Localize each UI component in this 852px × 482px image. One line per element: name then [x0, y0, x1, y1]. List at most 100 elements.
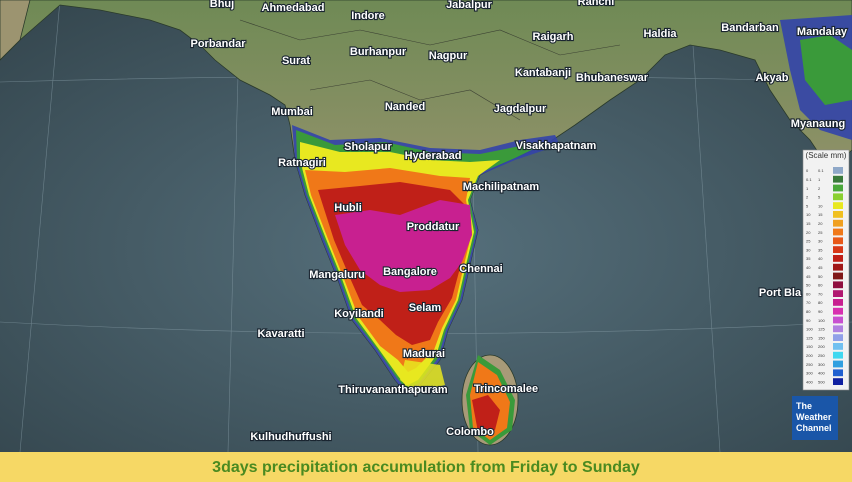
legend-swatch [833, 255, 843, 262]
legend-swatch [833, 246, 843, 253]
legend-from: 20 [806, 230, 811, 235]
city-label: Ratnagiri [278, 157, 326, 169]
legend-from: 25 [806, 239, 811, 244]
city-label: Jagdalpur [494, 103, 547, 115]
city-label: Proddatur [407, 221, 460, 233]
city-label: Visakhapatnam [516, 140, 597, 152]
city-label: Port Bla [759, 287, 802, 299]
logo-text: Channel [796, 423, 832, 433]
logo: The Weather Channel [792, 396, 838, 440]
legend-to: 250 [818, 353, 825, 358]
caption-band [0, 452, 852, 482]
logo-text: Weather [796, 412, 832, 422]
city-label: Hubli [334, 202, 362, 214]
legend-swatch [833, 263, 843, 271]
city-label: Chennai [459, 263, 502, 275]
city-label: Haldia [643, 28, 677, 40]
legend-swatch [833, 167, 843, 174]
legend-to: 5 [818, 195, 821, 200]
legend-from: 40 [806, 265, 811, 270]
city-label: Bhubaneswar [576, 72, 649, 84]
city-label: Sholapur [344, 141, 392, 153]
legend-swatch [833, 281, 843, 289]
legend-from: 300 [806, 371, 813, 376]
legend-from: 90 [806, 318, 811, 323]
legend-to: 0.1 [818, 168, 824, 173]
city-labels: Bhuj Ahmedabad Indore Jabalpur Ranchi Porband… [189, 0, 849, 444]
legend-to: 300 [818, 362, 825, 367]
legend-swatch [833, 175, 843, 183]
legend-to: 50 [818, 274, 823, 279]
city-label: Burhanpur [350, 46, 407, 58]
city-label: Ahmedabad [262, 2, 325, 14]
city-label: Porbandar [190, 38, 246, 50]
city-label: Kavaratti [257, 328, 304, 340]
city-label: Koyilandi [334, 308, 384, 320]
legend-swatch [833, 334, 843, 341]
legend-swatch [833, 290, 843, 297]
precipitation [292, 15, 852, 445]
city-label: Bhuj [210, 0, 234, 10]
city-label: Indore [351, 10, 385, 22]
legend-to: 400 [818, 371, 825, 376]
legend-from: 400 [806, 379, 813, 384]
legend-from: 2 [806, 195, 809, 200]
legend-to: 200 [818, 344, 825, 349]
legend-from: 60 [806, 291, 811, 296]
legend-to: 100 [818, 318, 825, 323]
legend-swatch [833, 193, 843, 201]
legend-to: 30 [818, 239, 823, 244]
city-label: Mumbai [271, 106, 313, 118]
city-label: Thiruvananthapuram [338, 384, 448, 396]
city-label: Jabalpur [446, 0, 493, 11]
city-label: Selam [409, 302, 442, 314]
legend-from: 125 [806, 335, 813, 340]
legend-to: 10 [818, 203, 823, 208]
logo-box [792, 396, 838, 440]
legend-from: 0 [806, 168, 809, 173]
legend-swatch [833, 211, 843, 218]
logo-text: The [796, 401, 812, 411]
city-label: Mangaluru [309, 269, 365, 281]
city-label: Trincomalee [474, 383, 538, 395]
legend-from: 100 [806, 327, 813, 332]
city-label: Ranchi [578, 0, 615, 8]
legend-to: 500 [818, 379, 825, 384]
city-label: Madurai [403, 348, 445, 360]
city-label: Raigarh [533, 31, 574, 43]
legend-swatch [833, 369, 843, 377]
city-label: Machilipatnam [463, 181, 540, 193]
legend-swatch [833, 316, 843, 324]
caption: 3days precipitation accumulation from Fr… [212, 459, 640, 476]
legend-to: 2 [818, 186, 821, 191]
legend-from: 45 [806, 274, 811, 279]
legend-swatch [833, 299, 843, 306]
legend-swatch [833, 378, 843, 385]
land [0, 0, 31, 61]
legend-swatch [833, 360, 843, 368]
legend-from: 5 [806, 203, 809, 208]
city-label: Bangalore [383, 266, 437, 278]
city-label: Nanded [385, 101, 425, 113]
legend-swatch [833, 219, 843, 227]
legend-from: 35 [806, 256, 811, 261]
city-label: Hyderabad [405, 150, 462, 162]
legend-from: 50 [806, 283, 811, 288]
legend-from: 10 [806, 212, 811, 217]
legend-from: 1 [806, 186, 809, 191]
legend-to: 60 [818, 283, 823, 288]
legend-to: 1 [818, 177, 821, 182]
legend-swatch [833, 272, 843, 280]
legend-to: 25 [818, 230, 823, 235]
legend-swatch [833, 184, 843, 192]
legend-from: 30 [806, 247, 811, 252]
legend-from: 15 [806, 221, 811, 226]
legend-to: 20 [818, 221, 823, 226]
city-label: Surat [282, 55, 310, 67]
legend-to: 70 [818, 291, 823, 296]
legend-to: 35 [818, 247, 823, 252]
legend-from: 80 [806, 309, 811, 314]
legend-from: 70 [806, 300, 811, 305]
city-label: Myanaung [791, 118, 845, 130]
